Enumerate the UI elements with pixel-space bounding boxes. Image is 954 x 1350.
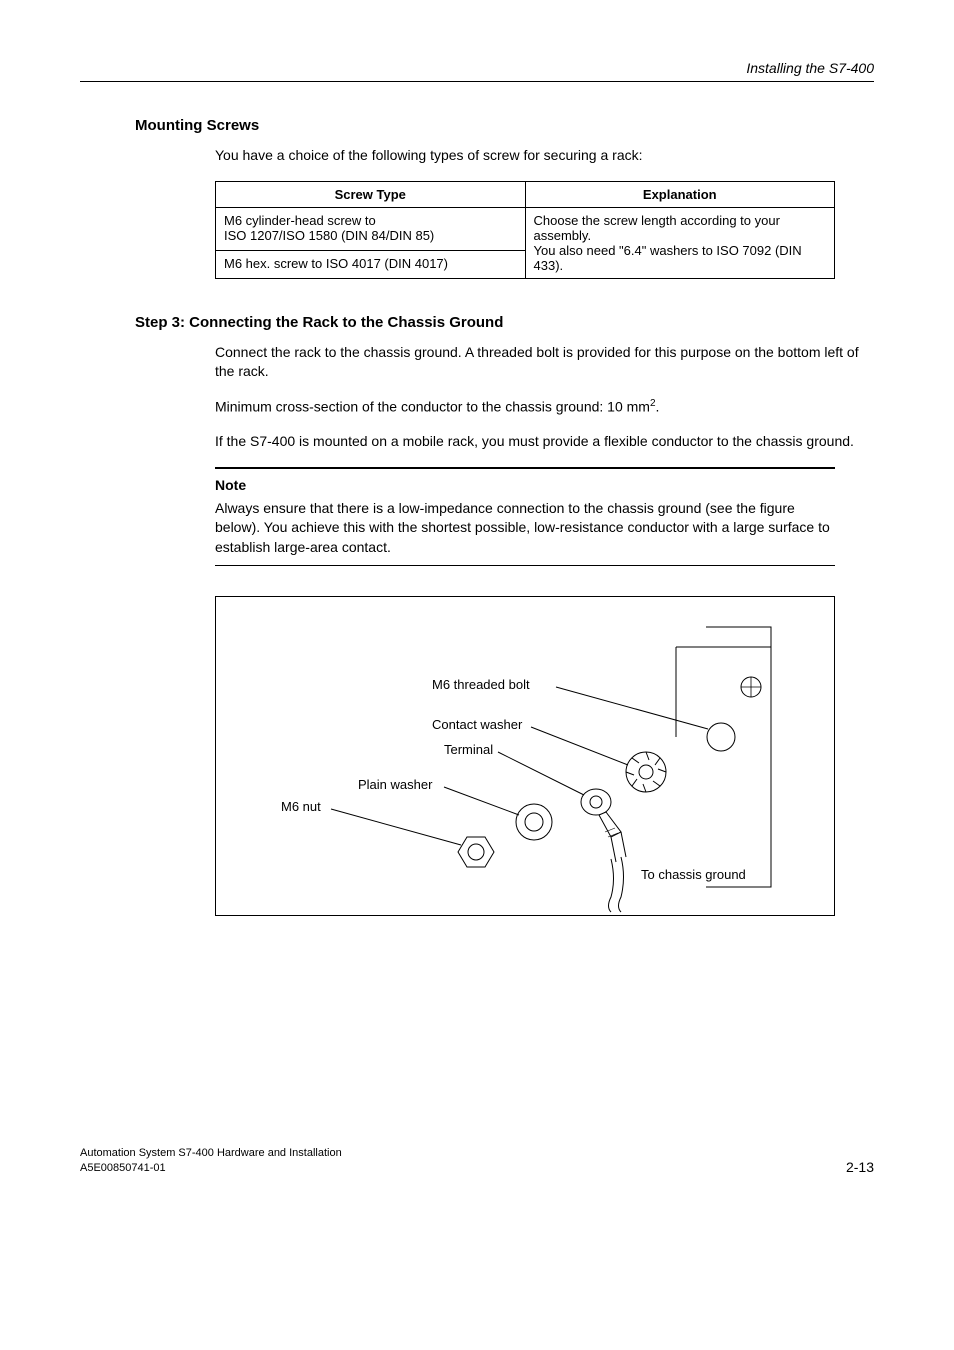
header-rule — [80, 81, 874, 82]
step3-title: Step 3: Connecting the Rack to the Chass… — [135, 314, 874, 331]
table-row: M6 cylinder-head screw to ISO 1207/ISO 1… — [216, 207, 835, 250]
step3-p1: Connect the rack to the chassis ground. … — [215, 343, 874, 382]
running-header: Installing the S7-400 — [80, 60, 874, 76]
label-chassis-ground: To chassis ground — [641, 867, 746, 882]
footer-page-number: 2-13 — [846, 1159, 874, 1175]
step3-p2: Minimum cross-section of the conductor t… — [215, 397, 874, 417]
label-contact-washer: Contact washer — [432, 717, 522, 732]
label-terminal: Terminal — [444, 742, 493, 757]
cell-r1c1-l2: ISO 1207/ISO 1580 (DIN 84/DIN 85) — [224, 228, 434, 243]
th-screw-type: Screw Type — [216, 181, 526, 207]
mounting-screws-title: Mounting Screws — [135, 117, 874, 134]
label-m6-threaded-bolt: M6 threaded bolt — [432, 677, 530, 692]
th-explanation: Explanation — [525, 181, 835, 207]
mounting-screws-intro: You have a choice of the following types… — [215, 146, 874, 166]
note-bottom-rule — [215, 565, 835, 566]
cell-r1c1: M6 cylinder-head screw to ISO 1207/ISO 1… — [216, 207, 526, 250]
step3-p3: If the S7-400 is mounted on a mobile rac… — [215, 432, 874, 452]
note-top-rule — [215, 467, 835, 469]
table-header-row: Screw Type Explanation — [216, 181, 835, 207]
footer-line1: Automation System S7-400 Hardware and In… — [80, 1147, 342, 1159]
chassis-ground-figure: M6 threaded bolt Contact washer Terminal… — [215, 596, 835, 916]
cell-r1c1-l1: M6 cylinder-head screw to — [224, 213, 376, 228]
screw-type-table: Screw Type Explanation M6 cylinder-head … — [215, 181, 835, 279]
note-title: Note — [215, 477, 835, 493]
footer-left: Automation System S7-400 Hardware and In… — [80, 1146, 342, 1175]
step3-p2-pre: Minimum cross-section of the conductor t… — [215, 398, 650, 414]
label-plain-washer: Plain washer — [358, 777, 432, 792]
cell-explanation: Choose the screw length according to you… — [525, 207, 835, 278]
note-box: Note Always ensure that there is a low-i… — [215, 467, 835, 567]
step3-p2-post: . — [656, 398, 660, 414]
footer-line2: A5E00850741-01 — [80, 1162, 166, 1174]
note-text: Always ensure that there is a low-impeda… — [215, 499, 835, 558]
label-m6-nut: M6 nut — [281, 799, 321, 814]
cell-r2c1: M6 hex. screw to ISO 4017 (DIN 4017) — [216, 251, 526, 279]
page-footer: Automation System S7-400 Hardware and In… — [80, 1146, 874, 1175]
